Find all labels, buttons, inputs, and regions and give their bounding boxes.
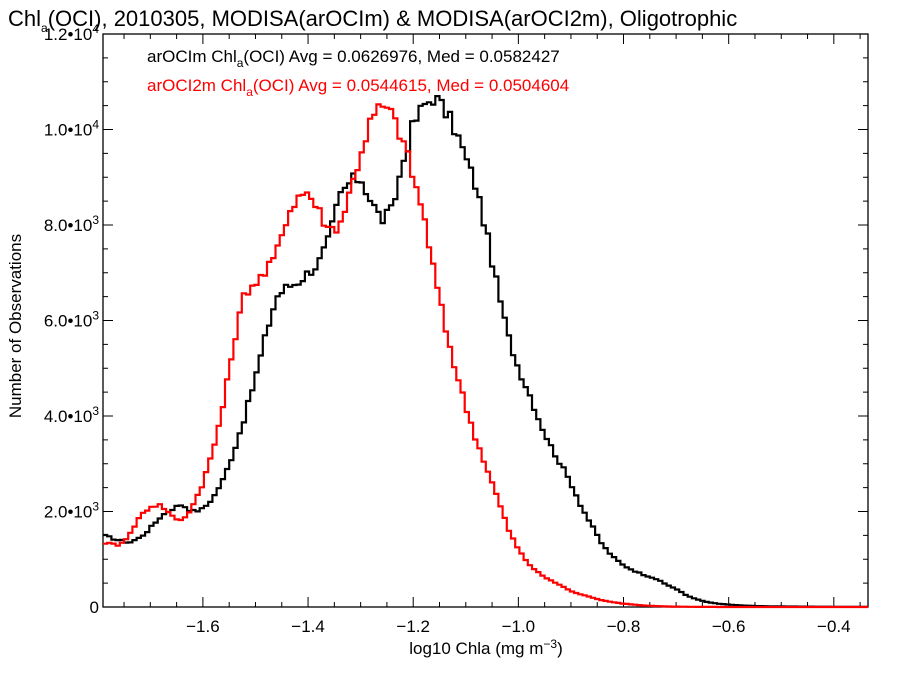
y-tick-label: 2.0•103 bbox=[44, 500, 100, 522]
legend-entry-arocim: arOCIm Chla(OCI) Avg = 0.0626976, Med = … bbox=[147, 47, 560, 70]
legend-entry-arocim2-pre: arOCI2m Chl bbox=[147, 76, 246, 95]
chart-title-subscript: a bbox=[41, 21, 48, 35]
chart-title: Chla(OCI), 2010305, MODISA(arOCIm) & MOD… bbox=[8, 6, 737, 35]
x-tick-label: −1.0 bbox=[502, 617, 536, 636]
x-tick-label: −1.6 bbox=[186, 617, 220, 636]
x-tick-label: −1.4 bbox=[291, 617, 325, 636]
x-tick-label: −1.2 bbox=[396, 617, 430, 636]
chart-title-pre: Chl bbox=[8, 6, 41, 31]
series-arocim-line bbox=[103, 95, 868, 608]
y-tick-label: 1.2•104 bbox=[44, 22, 100, 44]
legend-entry-arocim-pre: arOCIm Chl bbox=[147, 47, 237, 66]
y-tick-label: 4.0•103 bbox=[44, 404, 100, 426]
legend-entry-arocim2-post: (OCI) Avg = 0.0544615, Med = 0.0504604 bbox=[253, 76, 569, 95]
y-axis-title: Number of Observations bbox=[6, 234, 25, 418]
legend-entry-arocim-post: (OCI) Avg = 0.0626976, Med = 0.0582427 bbox=[243, 47, 559, 66]
x-tick-label: −0.8 bbox=[607, 617, 641, 636]
y-tick-label: 1.0•104 bbox=[44, 118, 100, 140]
y-tick-label: 6.0•103 bbox=[44, 309, 100, 331]
y-tick-label: 0 bbox=[90, 598, 99, 617]
series-arocim2-line bbox=[103, 103, 868, 609]
x-tick-label: −0.6 bbox=[712, 617, 746, 636]
chart-title-post: (OCI), 2010305, MODISA(arOCIm) & MODISA(… bbox=[48, 6, 738, 31]
x-axis-title: log10 Chla (mg m−3) bbox=[409, 637, 563, 658]
y-tick-label: 8.0•103 bbox=[44, 213, 100, 235]
plot-frame bbox=[102, 33, 869, 608]
legend-entry-arocim2-sub: a bbox=[246, 85, 253, 99]
x-axis-title-sup: −3 bbox=[543, 637, 557, 651]
legend-entry-arocim-sub: a bbox=[237, 56, 244, 70]
legend-entry-arocim2: arOCI2m Chla(OCI) Avg = 0.0544615, Med =… bbox=[147, 76, 569, 99]
x-tick-label: −0.4 bbox=[817, 617, 851, 636]
x-axis-title-post: ) bbox=[557, 639, 563, 658]
x-axis-title-pre: log10 Chla (mg m bbox=[409, 639, 543, 658]
plot-area: −1.6 −1.4 −1.2 −1.0 −0.8 −0.6 −0.4 0 2.0•103 4.0•… bbox=[44, 22, 869, 636]
